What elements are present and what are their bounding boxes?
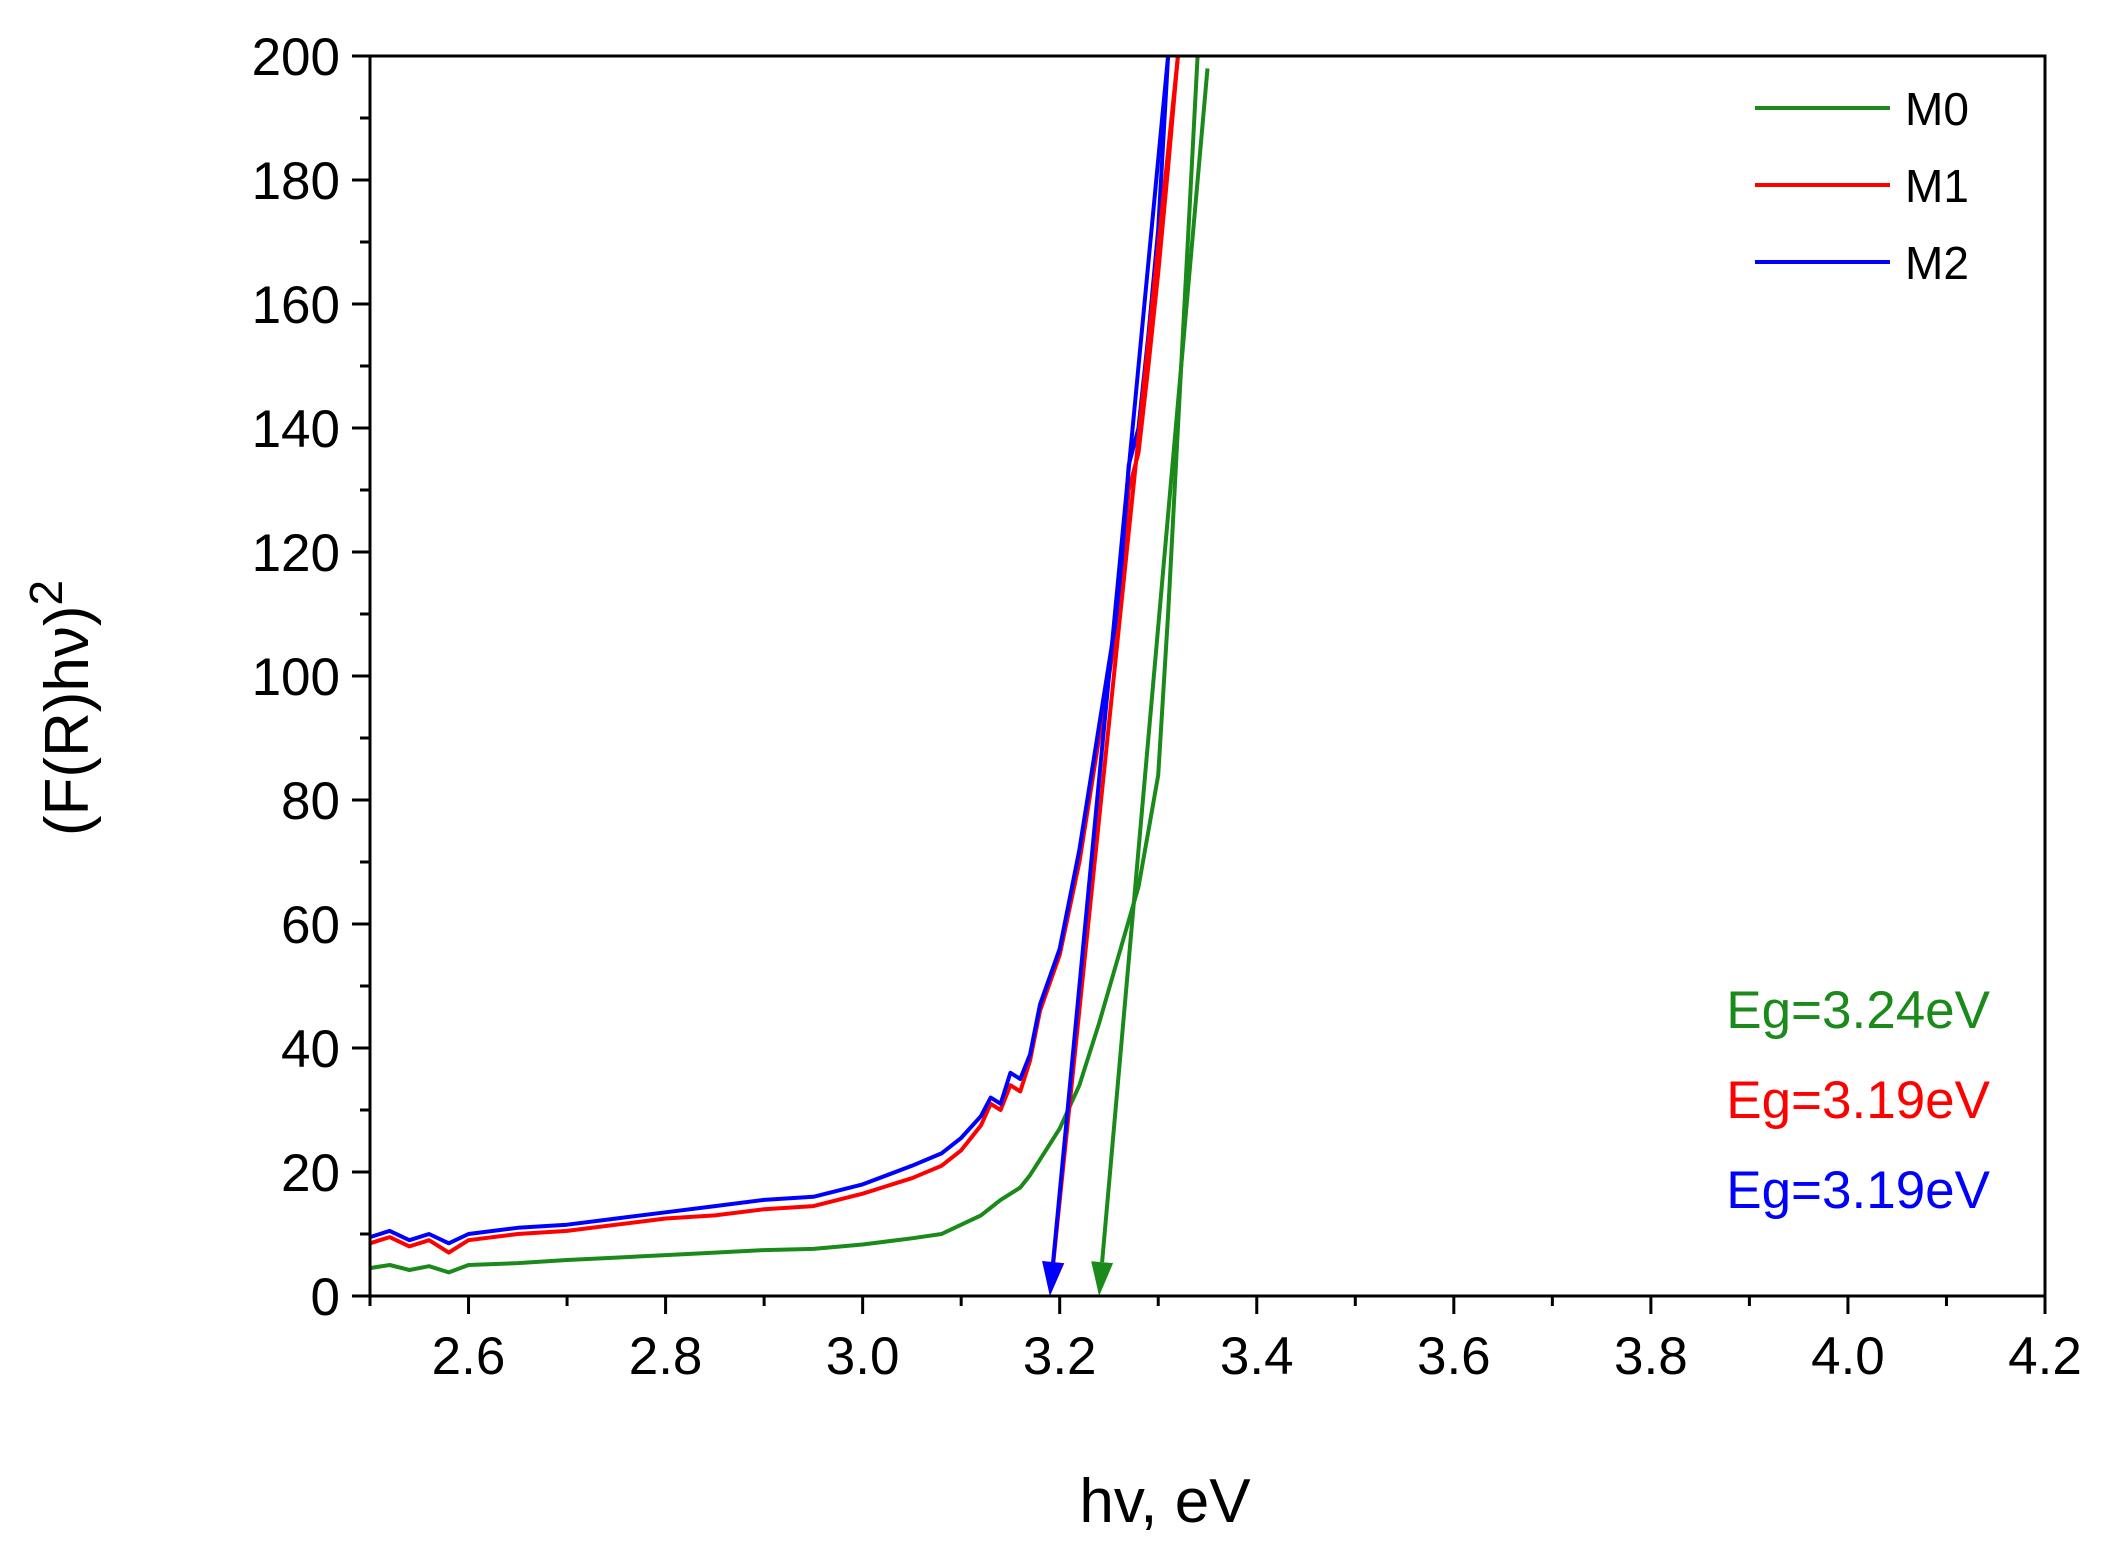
series-line-m0	[369, 55, 1200, 1275]
y-axis-title-superscript: 2	[20, 580, 72, 606]
legend-label-m1: M1	[1905, 160, 1969, 212]
y-tick-label: 100	[252, 648, 340, 707]
tangent-arrowhead-0	[1091, 1261, 1114, 1296]
tangent-layer	[1042, 55, 1210, 1296]
tangent-line-2	[1051, 55, 1171, 1263]
eg-annotation: Eg=3.24eV	[1726, 981, 1990, 1040]
axis-ticks	[352, 54, 2047, 1314]
x-tick-labels: 2.6 2.8 3.0 3.2 3.4 3.6 3.8 4.0 4.2	[432, 1327, 2082, 1386]
legend: M0 M1 M2	[1755, 83, 1969, 289]
y-tick-label: 160	[252, 276, 340, 335]
x-tick-label: 4.2	[2008, 1327, 2082, 1386]
annotations: Eg=3.24eV Eg=3.19eV Eg=3.19eV	[1726, 981, 1990, 1220]
legend-label-m0: M0	[1905, 83, 1969, 135]
y-axis-title-group: (F(R)hν)2	[20, 580, 102, 836]
y-tick-label: 0	[311, 1268, 340, 1327]
x-tick-label: 3.6	[1417, 1327, 1491, 1386]
y-axis-title: (F(R)hν)2	[20, 580, 102, 836]
x-axis-title: hv, eV	[1079, 1467, 1251, 1536]
y-tick-label: 80	[281, 772, 340, 831]
x-tick-label: 2.6	[432, 1327, 506, 1386]
y-axis-title-main: (F(R)hν)	[33, 605, 102, 836]
series-line-m2	[369, 55, 1171, 1246]
x-tick-label: 2.8	[629, 1327, 703, 1386]
x-tick-label: 3.0	[826, 1327, 900, 1386]
x-tick-label: 4.0	[1811, 1327, 1885, 1386]
y-tick-label: 40	[281, 1020, 340, 1079]
tangent-line-0	[1100, 68, 1210, 1263]
y-tick-label: 60	[281, 896, 340, 955]
y-tick-labels: 0 20 40 60 80 100 120 140 160 180 200	[252, 28, 340, 1327]
legend-label-m2: M2	[1905, 237, 1969, 289]
y-tick-label: 120	[252, 524, 340, 583]
x-tick-label: 3.8	[1614, 1327, 1688, 1386]
x-tick-label: 3.2	[1023, 1327, 1097, 1386]
y-tick-label: 180	[252, 152, 340, 211]
plot-frame	[368, 54, 2047, 1298]
series-layer	[369, 55, 1200, 1275]
eg-annotation: Eg=3.19eV	[1726, 1161, 1990, 1220]
tangent-arrowhead-2	[1042, 1261, 1064, 1296]
y-tick-label: 20	[281, 1144, 340, 1203]
eg-annotation: Eg=3.19eV	[1726, 1071, 1990, 1130]
y-tick-label: 200	[252, 28, 340, 87]
y-tick-label: 140	[252, 400, 340, 459]
series-line-m1	[369, 55, 1180, 1255]
x-tick-label: 3.4	[1220, 1327, 1294, 1386]
